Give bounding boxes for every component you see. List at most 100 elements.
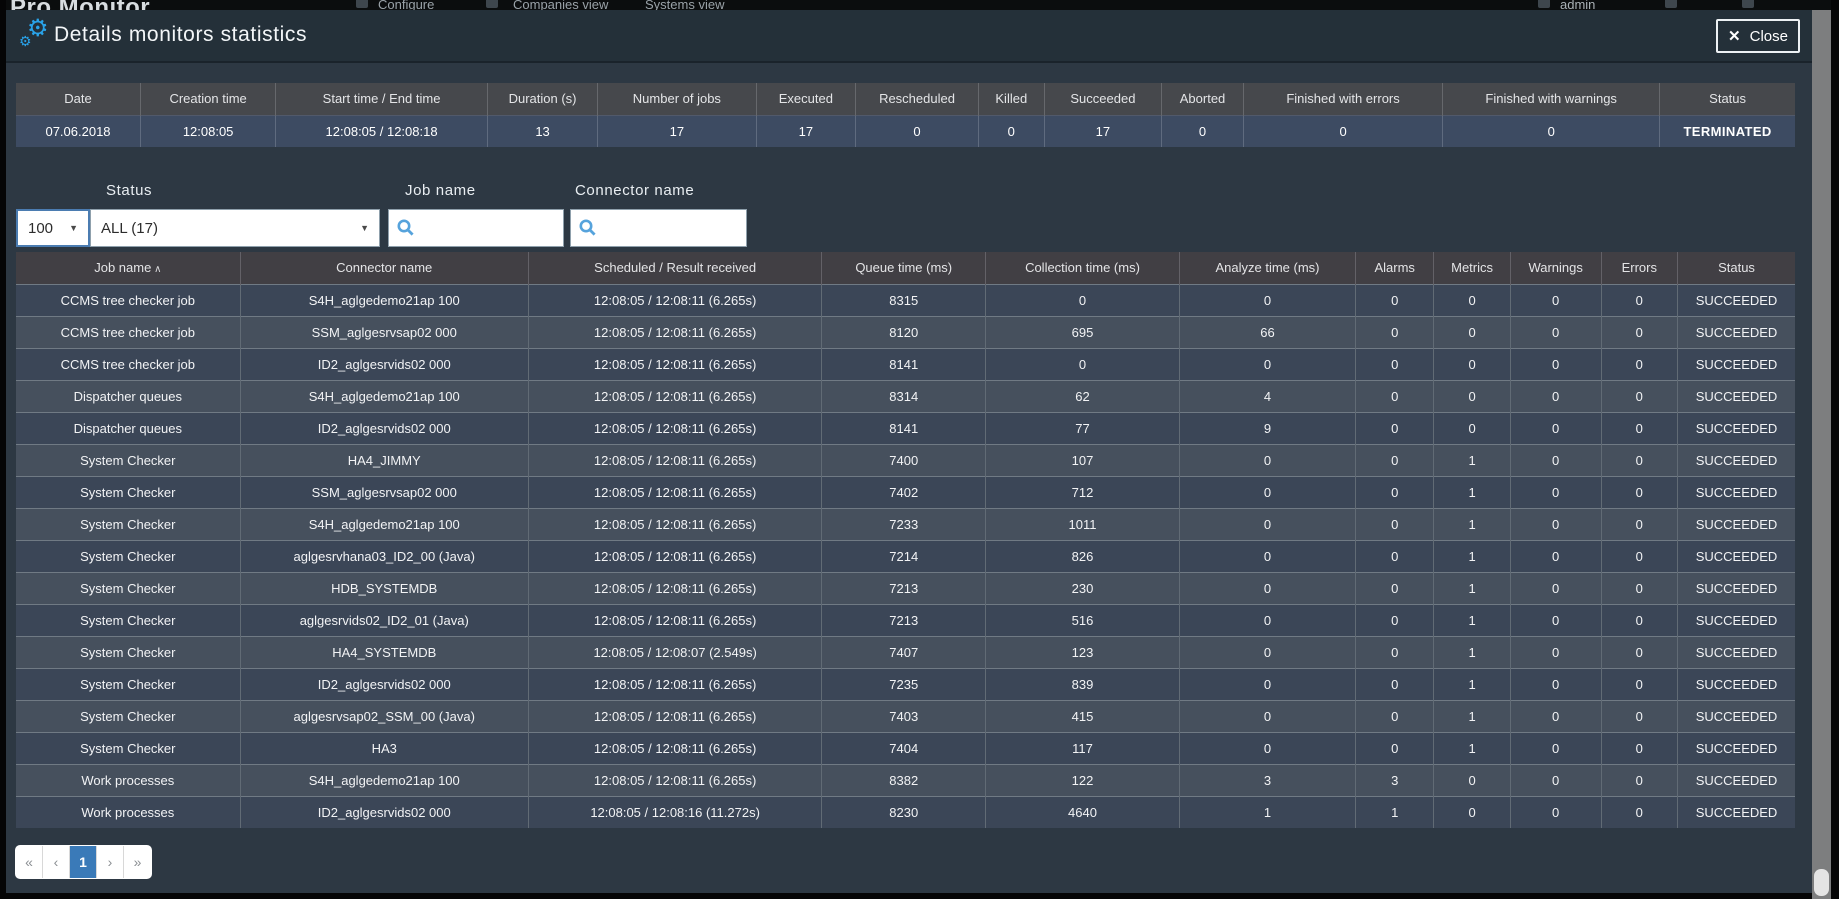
table-cell: System Checker [16, 731, 241, 764]
column-header-duration-s: Duration (s) [486, 83, 598, 115]
table-cell: aglgesrvsap02_SSM_00 (Java) [239, 699, 529, 732]
table-cell: 17 [597, 114, 757, 147]
table-cell: 117 [985, 731, 1180, 764]
user-name[interactable]: admin [1560, 0, 1596, 12]
sort-ascending-icon: ∧ [151, 264, 162, 276]
table-cell: 0 [1509, 731, 1602, 764]
table-cell: 3 [1178, 763, 1356, 796]
table-cell: 0 [1509, 571, 1602, 604]
column-header-warnings[interactable]: Warnings [1509, 252, 1602, 284]
table-row: System Checker HDB_SYSTEMDB 12:08:05 / 12:… [16, 571, 1795, 604]
nav-item-configure[interactable]: Configure [378, 0, 435, 12]
table-cell: 0 [1600, 603, 1678, 636]
table-cell: 0 [1433, 795, 1511, 828]
table-cell: 1 [1178, 795, 1356, 828]
table-cell: 0 [1355, 635, 1434, 668]
table-cell: SUCCEEDED [1677, 571, 1795, 604]
table-cell: HDB_SYSTEMDB [239, 571, 529, 604]
column-header-start-time-end-time: Start time / End time [275, 83, 488, 115]
nav-item-companies-view[interactable]: Companies view [513, 0, 609, 12]
nav-item-systems-view[interactable]: Systems view [645, 0, 725, 12]
table-cell: 0 [1433, 283, 1511, 316]
table-cell: 12:08:05 / 12:08:11 (6.265s) [527, 667, 822, 700]
table-cell: 0 [1178, 283, 1356, 316]
summary-header-row: Date Creation time Start time / End time Du… [16, 83, 1795, 115]
table-cell: 7213 [821, 603, 986, 636]
table-cell: 0 [1355, 667, 1434, 700]
page-size-select[interactable]: 100 ▼ [16, 209, 90, 247]
table-cell: 0 [1442, 114, 1660, 147]
table-cell: 9 [1178, 411, 1356, 444]
table-cell: System Checker [16, 475, 241, 508]
column-header-collection-time-ms[interactable]: Collection time (ms) [985, 252, 1180, 284]
table-cell: SUCCEEDED [1677, 315, 1795, 348]
table-cell: HA4_SYSTEMDB [239, 635, 529, 668]
table-cell: 0 [1600, 667, 1678, 700]
close-button[interactable]: ✕ Close [1716, 19, 1800, 53]
table-cell: 8141 [821, 411, 986, 444]
column-header-analyze-time-ms[interactable]: Analyze time (ms) [1178, 252, 1356, 284]
table-cell: System Checker [16, 603, 241, 636]
modal-scrollbar[interactable] [1812, 10, 1831, 899]
pagination-prev-button[interactable]: ‹ [43, 846, 70, 878]
table-cell: Work processes [16, 763, 241, 796]
chevron-down-icon: ▼ [69, 223, 78, 233]
table-cell: 826 [985, 539, 1180, 572]
pagination-last-button[interactable]: » [124, 846, 151, 878]
gears-icon: ⚙ ⚙ [19, 15, 49, 49]
jobs-header-row: Job name ∧ Connector name Scheduled / Resu… [16, 252, 1795, 284]
table-row: System Checker S4H_aglgedemo21ap 100 12:08… [16, 507, 1795, 540]
table-cell: 8230 [821, 795, 986, 828]
column-header-status[interactable]: Status [1677, 252, 1795, 284]
column-header-alarms[interactable]: Alarms [1355, 252, 1434, 284]
backdrop-bottom-edge [0, 893, 1839, 899]
table-cell: 12:08:05 / 12:08:11 (6.265s) [527, 283, 822, 316]
modal-title: Details monitors statistics [54, 23, 308, 46]
table-cell: 0 [1178, 731, 1356, 764]
table-cell: 8314 [821, 379, 986, 412]
column-header-status: Status [1659, 83, 1795, 115]
table-cell: 0 [1355, 411, 1434, 444]
table-cell: 0 [1161, 114, 1244, 147]
table-cell: S4H_aglgedemo21ap 100 [239, 763, 529, 796]
pagination-page-1-button[interactable]: 1 [70, 846, 97, 878]
column-header-errors[interactable]: Errors [1600, 252, 1678, 284]
table-cell: 0 [1600, 699, 1678, 732]
column-header-connector-name[interactable]: Connector name [239, 252, 529, 284]
table-cell: SSM_aglgesrvsap02 000 [239, 475, 529, 508]
status-select[interactable]: ALL (17) ▼ [90, 209, 380, 247]
table-cell: 230 [985, 571, 1180, 604]
pagination-first-button[interactable]: « [16, 846, 43, 878]
table-cell: 7407 [821, 635, 986, 668]
table-cell: 0 [1178, 635, 1356, 668]
table-cell: 12:08:05 / 12:08:11 (6.265s) [527, 443, 822, 476]
job-name-search-input[interactable] [388, 209, 564, 247]
table-cell: 415 [985, 699, 1180, 732]
table-cell: SUCCEEDED [1677, 411, 1795, 444]
table-cell: 12:08:05 / 12:08:11 (6.265s) [527, 603, 822, 636]
job-name-filter-label: Job name [405, 182, 476, 199]
column-header-job-name[interactable]: Job name ∧ [16, 252, 241, 284]
table-row: Work processes S4H_aglgedemo21ap 100 12:08… [16, 763, 1795, 796]
table-cell: 1 [1433, 539, 1511, 572]
table-cell: 0 [855, 114, 979, 147]
column-header-scheduled-result-received[interactable]: Scheduled / Result received [527, 252, 822, 284]
table-cell: 12:08:05 / 12:08:11 (6.265s) [527, 539, 822, 572]
column-header-metrics[interactable]: Metrics [1433, 252, 1511, 284]
table-row: System Checker SSM_aglgesrvsap02 000 12:08… [16, 475, 1795, 508]
table-cell: 0 [1355, 539, 1434, 572]
table-cell: 0 [1509, 699, 1602, 732]
pagination-next-button[interactable]: › [97, 846, 124, 878]
table-cell: 12:08:05 / 12:08:11 (6.265s) [527, 571, 822, 604]
table-cell: System Checker [16, 635, 241, 668]
connector-name-search-input[interactable] [570, 209, 747, 247]
table-cell: SUCCEEDED [1677, 635, 1795, 668]
table-cell: 12:08:05 / 12:08:16 (11.272s) [527, 795, 822, 828]
table-cell: System Checker [16, 699, 241, 732]
column-header-queue-time-ms[interactable]: Queue time (ms) [821, 252, 986, 284]
scrollbar-thumb[interactable] [1814, 869, 1829, 896]
table-cell: CCMS tree checker job [16, 315, 241, 348]
table-cell: 7235 [821, 667, 986, 700]
profile-icon [1742, 0, 1754, 8]
table-cell: 712 [985, 475, 1180, 508]
